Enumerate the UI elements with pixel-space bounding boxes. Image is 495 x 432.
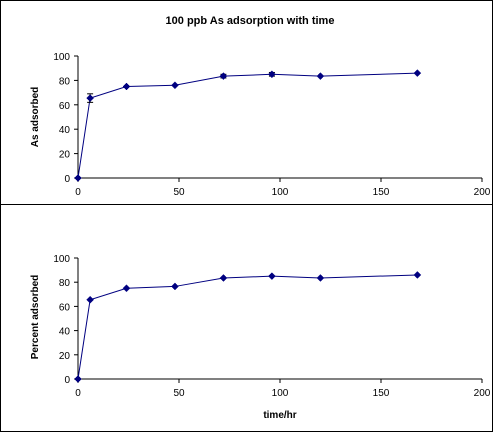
top-chart-data-point	[268, 70, 276, 79]
bottom-chart-x-ticks: 0 50 100 150 200	[75, 379, 491, 399]
top-chart-y-tick-label: 100	[53, 52, 70, 63]
bottom-chart-y-tick-label: 40	[59, 327, 71, 338]
top-chart-y-tick-label: 40	[59, 125, 71, 136]
bottom-chart-x-tick-label: 200	[474, 388, 491, 399]
top-chart-x-ticks: 0 50 100 150 200	[75, 178, 491, 198]
bottom-chart-y-tick-label: 100	[53, 254, 70, 265]
bottom-chart-data-point	[316, 274, 325, 282]
bottom-chart-y-ticks: 0 20 40 60 80 100	[53, 254, 78, 386]
top-chart-data-point	[413, 69, 422, 77]
bottom-chart-y-tick-label: 60	[59, 302, 71, 313]
top-chart-series-line	[77, 72, 418, 179]
bottom-chart-y-tick-label: 20	[59, 351, 71, 362]
top-chart-data-point	[122, 82, 131, 91]
top-chart-data-point	[219, 72, 228, 80]
bottom-chart-data-point	[86, 295, 94, 304]
top-chart-y-tick-label: 60	[59, 101, 71, 112]
bottom-chart-x-tick-label: 150	[373, 388, 390, 399]
bottom-chart-data-point	[74, 375, 82, 383]
bottom-chart-data-point	[268, 272, 276, 281]
bottom-chart-data-point	[171, 282, 179, 291]
top-chart-frame	[0, 0, 493, 205]
bottom-chart-data-point	[219, 274, 228, 282]
top-chart-x-tick-label: 0	[75, 187, 81, 198]
bottom-chart: Percent adsorbed time/hr 0 20 40 60 80 100 0 5…	[30, 254, 491, 421]
top-chart-data-point	[171, 81, 179, 90]
bottom-chart-data-point	[122, 284, 131, 293]
bottom-chart-x-tick-label: 100	[272, 388, 289, 399]
top-chart-series	[74, 69, 422, 182]
bottom-chart-y-tick-label: 80	[59, 278, 71, 289]
top-chart-y-ticks: 0 20 40 60 80 100	[53, 52, 78, 185]
top-chart-y-tick-label: 80	[59, 76, 71, 87]
top-chart-data-point	[74, 174, 82, 182]
top-chart-y-tick-label: 20	[59, 150, 71, 161]
top-chart-x-tick-label: 100	[272, 187, 289, 198]
bottom-chart-y-axis-label: Percent adsorbed	[30, 275, 41, 359]
top-chart: 100 ppb As adsorption with time As adsor…	[30, 15, 491, 198]
top-chart-y-axis-label: As adsorbed	[30, 87, 41, 148]
top-chart-data-point	[86, 94, 94, 102]
top-chart-data-point	[316, 72, 325, 80]
top-chart-x-tick-label: 200	[474, 187, 491, 198]
top-chart-y-tick-label: 0	[64, 174, 70, 185]
top-chart-title: 100 ppb As adsorption with time	[166, 15, 335, 27]
bottom-chart-x-tick-label: 50	[173, 388, 185, 399]
bottom-chart-y-tick-label: 0	[64, 375, 70, 386]
top-chart-x-tick-label: 50	[173, 187, 185, 198]
bottom-chart-x-tick-label: 0	[75, 388, 81, 399]
top-chart-x-tick-label: 150	[373, 187, 390, 198]
bottom-chart-data-point	[413, 271, 422, 279]
bottom-chart-series	[74, 271, 422, 383]
bottom-chart-series-line	[77, 274, 418, 380]
bottom-chart-x-axis-label: time/hr	[263, 410, 296, 421]
